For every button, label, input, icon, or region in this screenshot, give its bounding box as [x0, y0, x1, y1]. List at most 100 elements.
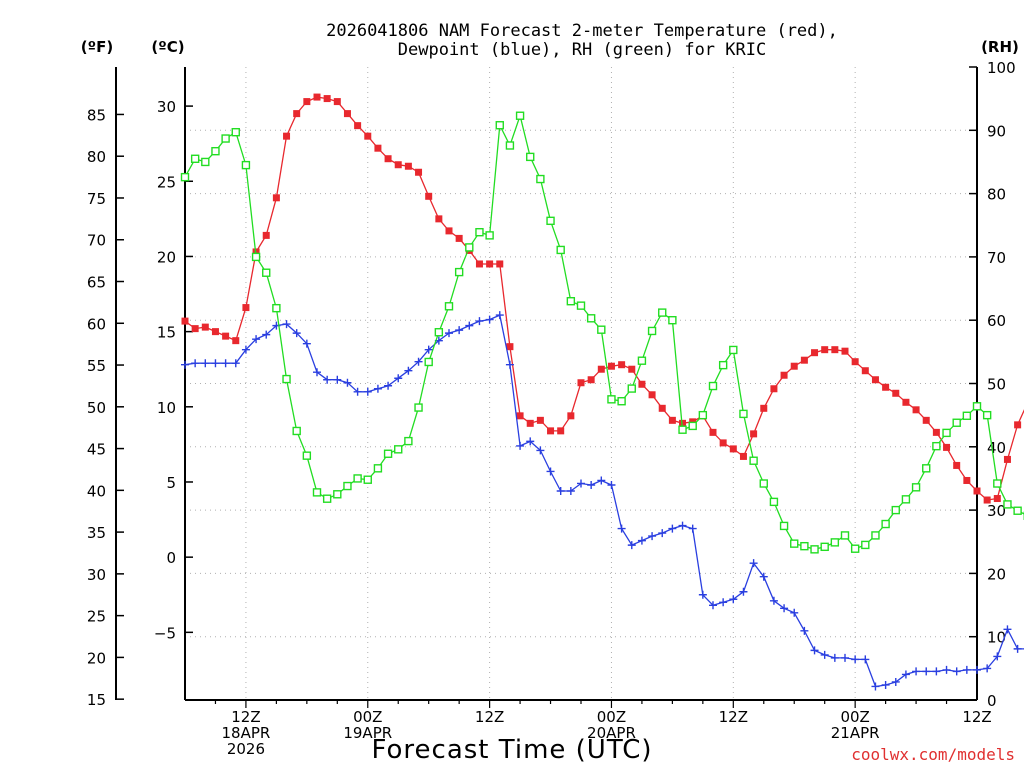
dewpoint-point: [252, 335, 261, 344]
rh-point: [688, 421, 697, 431]
rh-tick-label: 50: [987, 376, 1006, 394]
rh-point: [556, 245, 565, 255]
temperature-point: [993, 495, 1001, 503]
dewpoint-point: [292, 329, 301, 338]
fahrenheit-tick-label: 60: [87, 315, 106, 333]
dewpoint-point: [262, 330, 271, 339]
temperature-point: [851, 358, 859, 366]
dewpoint-point: [445, 329, 453, 338]
rh-point: [658, 308, 667, 317]
temperature-point: [800, 356, 808, 364]
rh-point: [790, 539, 799, 548]
time-tick-label: 20APR: [587, 724, 636, 742]
dewpoint-point: [719, 598, 728, 607]
temperature-point: [922, 416, 930, 424]
dewpoint-point: [932, 667, 941, 676]
dewpoint-point: [566, 487, 575, 496]
rh-point: [292, 426, 301, 436]
x-axis-label: Forecast Time (UTC): [371, 735, 652, 765]
temperature-point: [739, 452, 747, 460]
fahrenheit-tick-label: 15: [87, 691, 106, 709]
temperature-point: [811, 349, 819, 357]
dewpoint-point: [993, 652, 1002, 661]
dewpoint-point: [343, 378, 352, 387]
dewpoint-point: [800, 626, 809, 635]
dewpoint-point: [546, 467, 555, 476]
rh-point: [861, 540, 870, 550]
series-rh: [180, 111, 1024, 554]
fahrenheit-tick-label: 20: [87, 649, 106, 667]
rh-point: [678, 425, 687, 434]
rh-point: [586, 314, 596, 323]
dewpoint-point: [414, 357, 423, 366]
rh-tick-label: 70: [987, 249, 1006, 267]
rh-point: [353, 474, 362, 483]
fahrenheit-tick-label: 40: [87, 482, 106, 500]
temperature-point: [211, 328, 219, 336]
rh-tick-label: 90: [987, 122, 1006, 140]
dewpoint-point: [901, 670, 910, 679]
temperature-point: [638, 380, 646, 388]
rh-point: [1003, 500, 1012, 509]
dewpoint-point: [516, 441, 525, 450]
fahrenheit-tick-label: 55: [87, 357, 106, 375]
dewpoint-point: [201, 359, 210, 368]
temperature-point: [719, 439, 727, 447]
temperature-point: [902, 398, 910, 406]
rh-point: [830, 538, 840, 547]
dewpoint-point: [962, 665, 971, 674]
dewpoint-point: [495, 311, 504, 320]
temperature-point: [729, 445, 737, 453]
dewpoint-point: [688, 524, 697, 533]
rh-point: [444, 302, 454, 311]
temperature-point: [374, 144, 382, 152]
temperature-point: [262, 231, 270, 239]
rh-point: [647, 326, 657, 336]
temperature-point: [394, 161, 402, 169]
rh-point: [333, 490, 342, 499]
temperature-point: [1003, 455, 1011, 463]
temperature-point: [882, 383, 890, 391]
dewpoint-point: [769, 596, 778, 605]
dewpoint-point: [1003, 625, 1012, 634]
rh-point: [434, 328, 444, 337]
dewpoint-point: [384, 381, 393, 390]
rh-point: [526, 152, 535, 162]
rh-point: [282, 374, 291, 384]
dewpoint-point: [739, 587, 748, 596]
celsius-tick-label: 5: [166, 474, 176, 492]
temperature-point: [607, 362, 615, 370]
series-line-dewpoint: [184, 314, 1024, 688]
fahrenheit-tick-label: 65: [87, 274, 106, 292]
rh-tick-label: 40: [987, 439, 1006, 457]
rh-tick-label: 30: [987, 502, 1006, 520]
rh-point: [972, 402, 982, 411]
temperature-point: [435, 215, 443, 223]
temperature-point: [597, 365, 605, 373]
temperature-point: [567, 412, 575, 420]
temperature-point: [932, 428, 940, 436]
dewpoint-point: [241, 345, 250, 354]
dewpoint-point: [424, 345, 433, 354]
rh-point: [566, 297, 576, 306]
fahrenheit-tick-label: 45: [87, 441, 106, 459]
celsius-tick-label: 30: [157, 98, 176, 116]
time-tick-label: 12Z: [475, 708, 504, 726]
rh-point: [749, 456, 758, 465]
fahrenheit-tick-label: 80: [87, 148, 106, 166]
dewpoint-point: [841, 653, 849, 662]
temperature-point: [364, 132, 372, 140]
rh-point: [495, 121, 504, 130]
rh-tick-label: 100: [987, 59, 1016, 77]
dewpoint-point: [191, 359, 200, 368]
fahrenheit-axis: 15 20 25 30 35 40 45 50 55 60 65 70 75 80 85: [87, 67, 124, 709]
rh-point: [576, 301, 586, 310]
rh-point: [454, 267, 464, 277]
rh-point: [414, 403, 423, 412]
temperature-point: [506, 343, 514, 351]
celsius-tick-label: 25: [157, 173, 176, 191]
temperature-point: [963, 476, 971, 484]
time-tick-label: 00Z: [840, 708, 869, 726]
temperature-point: [333, 98, 341, 106]
